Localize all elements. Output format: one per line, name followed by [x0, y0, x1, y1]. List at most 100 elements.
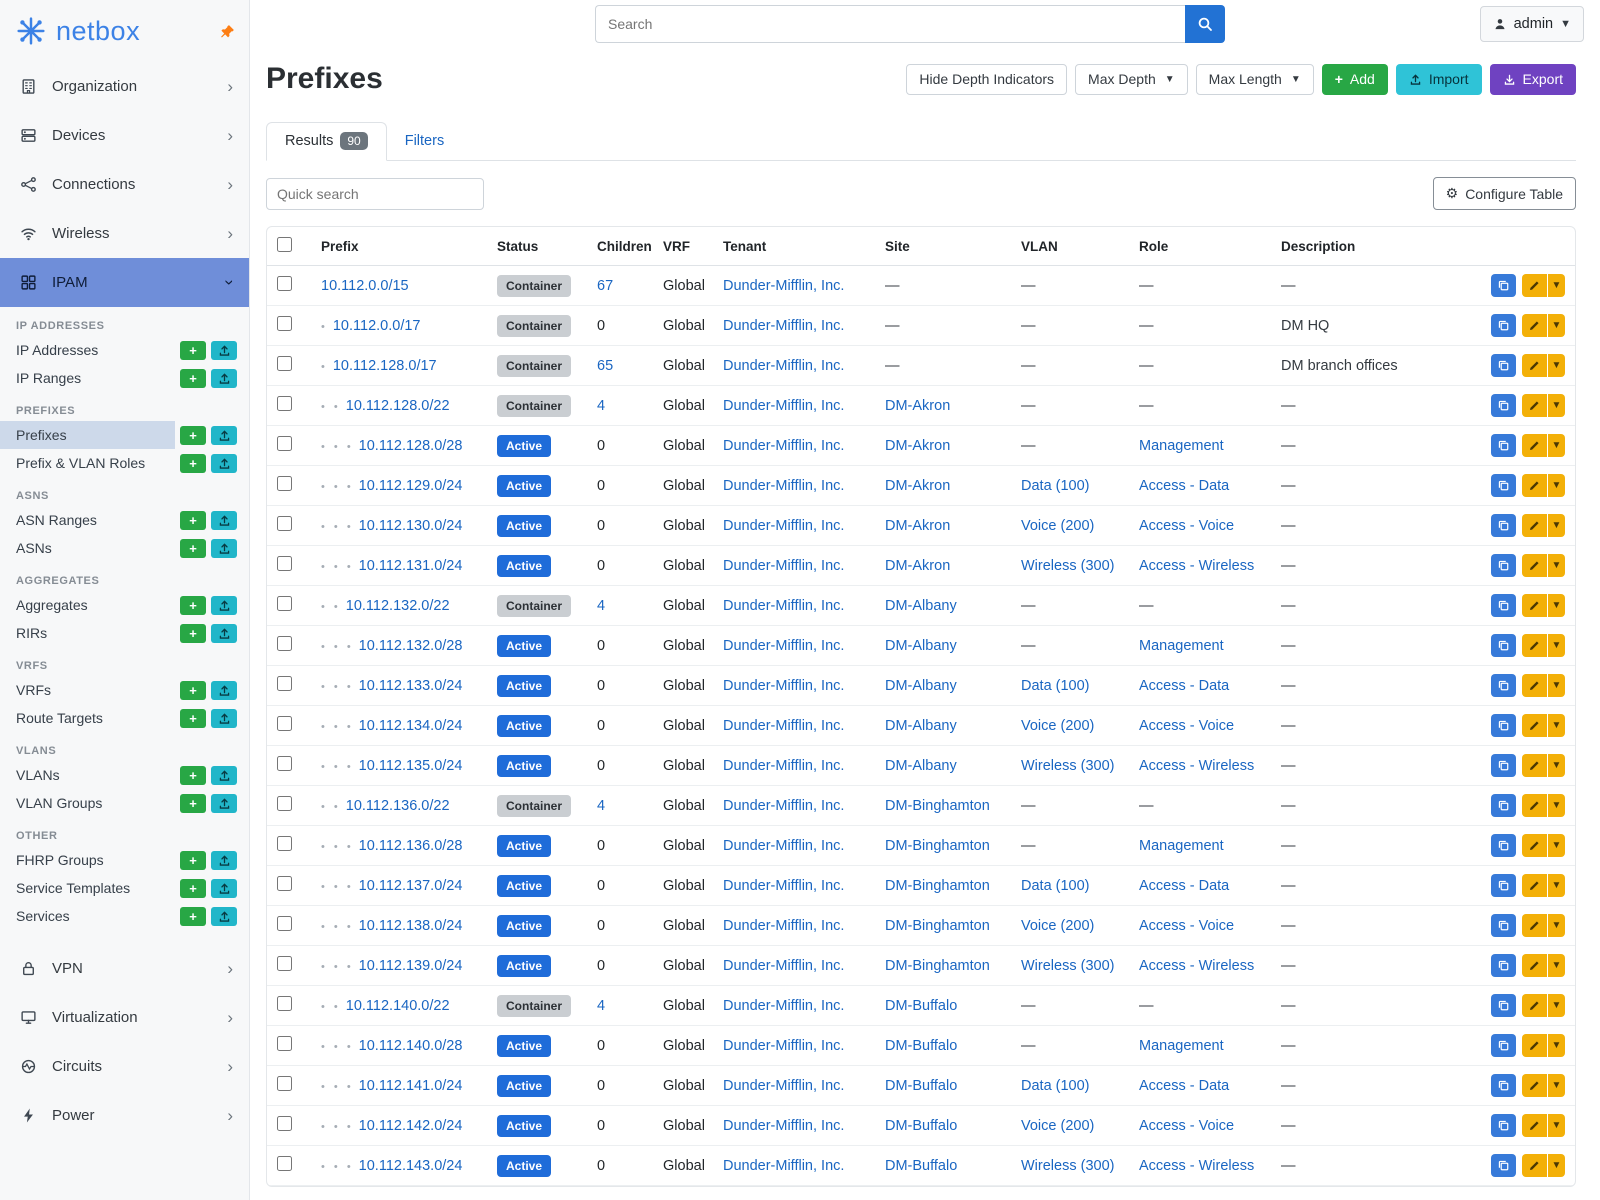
- tenant-link[interactable]: Dunder-Mifflin, Inc.: [723, 757, 845, 774]
- row-actions-dropdown-button[interactable]: ▼: [1548, 1154, 1565, 1177]
- clone-button[interactable]: [1491, 994, 1516, 1017]
- quick-add-button[interactable]: +: [180, 340, 206, 360]
- quick-import-button[interactable]: [211, 680, 237, 700]
- sidebar-subitem-link[interactable]: Prefixes: [0, 421, 175, 449]
- edit-button[interactable]: [1522, 1114, 1547, 1137]
- row-actions-dropdown-button[interactable]: ▼: [1548, 874, 1565, 897]
- tenant-link[interactable]: Dunder-Mifflin, Inc.: [723, 917, 845, 934]
- sidebar-subitem-link[interactable]: ASNs: [16, 540, 52, 556]
- vlan-link[interactable]: Data (100): [1021, 1077, 1090, 1094]
- row-actions-dropdown-button[interactable]: ▼: [1548, 434, 1565, 457]
- children-link[interactable]: 65: [597, 357, 614, 374]
- quick-import-button[interactable]: [211, 850, 237, 870]
- tenant-link[interactable]: Dunder-Mifflin, Inc.: [723, 1117, 845, 1134]
- edit-button[interactable]: [1522, 514, 1547, 537]
- site-link[interactable]: DM-Akron: [885, 397, 951, 414]
- site-link[interactable]: DM-Akron: [885, 557, 951, 574]
- edit-button[interactable]: [1522, 434, 1547, 457]
- row-select-checkbox[interactable]: [277, 556, 292, 571]
- tenant-link[interactable]: Dunder-Mifflin, Inc.: [723, 317, 845, 334]
- prefix-link[interactable]: 10.112.128.0/22: [345, 397, 450, 414]
- row-actions-dropdown-button[interactable]: ▼: [1548, 1074, 1565, 1097]
- site-link[interactable]: DM-Albany: [885, 637, 957, 654]
- role-link[interactable]: Access - Voice: [1139, 917, 1235, 934]
- quick-import-button[interactable]: [211, 793, 237, 813]
- row-select-checkbox[interactable]: [277, 1156, 292, 1171]
- site-link[interactable]: DM-Binghamton: [885, 837, 990, 854]
- row-select-checkbox[interactable]: [277, 1036, 292, 1051]
- brand[interactable]: netbox: [0, 0, 249, 62]
- quick-add-button[interactable]: +: [180, 595, 206, 615]
- sidebar-item-connections[interactable]: Connections ›: [0, 160, 249, 209]
- prefix-link[interactable]: 10.112.143.0/24: [358, 1157, 463, 1174]
- children-link[interactable]: 4: [597, 797, 606, 814]
- tenant-link[interactable]: Dunder-Mifflin, Inc.: [723, 517, 845, 534]
- role-link[interactable]: Access - Data: [1139, 477, 1230, 494]
- clone-button[interactable]: [1491, 594, 1516, 617]
- prefix-link[interactable]: 10.112.128.0/17: [332, 357, 437, 374]
- row-select-checkbox[interactable]: [277, 756, 292, 771]
- sidebar-subitem-link[interactable]: FHRP Groups: [16, 852, 104, 868]
- role-link[interactable]: Access - Wireless: [1139, 957, 1255, 974]
- prefix-link[interactable]: 10.112.142.0/24: [358, 1117, 463, 1134]
- row-select-checkbox[interactable]: [277, 956, 292, 971]
- prefix-link[interactable]: 10.112.131.0/24: [358, 557, 463, 574]
- row-actions-dropdown-button[interactable]: ▼: [1548, 1034, 1565, 1057]
- quick-import-button[interactable]: [211, 623, 237, 643]
- role-link[interactable]: Access - Voice: [1139, 517, 1235, 534]
- sidebar-item-wireless[interactable]: Wireless ›: [0, 209, 249, 258]
- tenant-link[interactable]: Dunder-Mifflin, Inc.: [723, 797, 845, 814]
- site-link[interactable]: DM-Akron: [885, 477, 951, 494]
- edit-button[interactable]: [1522, 1074, 1547, 1097]
- clone-button[interactable]: [1491, 474, 1516, 497]
- quick-add-button[interactable]: +: [180, 538, 206, 558]
- edit-button[interactable]: [1522, 474, 1547, 497]
- clone-button[interactable]: [1491, 354, 1516, 377]
- row-actions-dropdown-button[interactable]: ▼: [1548, 994, 1565, 1017]
- tenant-link[interactable]: Dunder-Mifflin, Inc.: [723, 557, 845, 574]
- quick-import-button[interactable]: [211, 510, 237, 530]
- role-link[interactable]: Access - Wireless: [1139, 1157, 1255, 1174]
- site-link[interactable]: DM-Buffalo: [885, 997, 958, 1014]
- row-select-checkbox[interactable]: [277, 276, 292, 291]
- row-actions-dropdown-button[interactable]: ▼: [1548, 794, 1565, 817]
- site-link[interactable]: DM-Buffalo: [885, 1077, 958, 1094]
- tenant-link[interactable]: Dunder-Mifflin, Inc.: [723, 357, 845, 374]
- vlan-link[interactable]: Voice (200): [1021, 917, 1095, 934]
- edit-button[interactable]: [1522, 394, 1547, 417]
- vlan-link[interactable]: Data (100): [1021, 477, 1090, 494]
- quick-add-button[interactable]: +: [180, 878, 206, 898]
- row-actions-dropdown-button[interactable]: ▼: [1548, 554, 1565, 577]
- clone-button[interactable]: [1491, 634, 1516, 657]
- sidebar-subitem-link[interactable]: RIRs: [16, 625, 48, 641]
- sidebar-subitem-link[interactable]: Service Templates: [16, 880, 131, 896]
- quick-add-button[interactable]: +: [180, 368, 206, 388]
- quick-import-button[interactable]: [211, 453, 237, 473]
- sidebar-subitem-link[interactable]: VLAN Groups: [16, 795, 103, 811]
- row-select-checkbox[interactable]: [277, 436, 292, 451]
- prefix-link[interactable]: 10.112.132.0/22: [345, 597, 450, 614]
- row-select-checkbox[interactable]: [277, 996, 292, 1011]
- quick-add-button[interactable]: +: [180, 906, 206, 926]
- row-select-checkbox[interactable]: [277, 396, 292, 411]
- role-link[interactable]: Access - Voice: [1139, 1117, 1235, 1134]
- sidebar-subitem-link[interactable]: VRFs: [16, 682, 51, 698]
- vlan-link[interactable]: Wireless (300): [1021, 957, 1115, 974]
- row-actions-dropdown-button[interactable]: ▼: [1548, 754, 1565, 777]
- row-select-checkbox[interactable]: [277, 1076, 292, 1091]
- quick-add-button[interactable]: +: [180, 623, 206, 643]
- clone-button[interactable]: [1491, 274, 1516, 297]
- site-link[interactable]: DM-Buffalo: [885, 1157, 958, 1174]
- children-link[interactable]: 4: [597, 597, 606, 614]
- user-menu-button[interactable]: admin ▼: [1479, 6, 1584, 42]
- site-link[interactable]: DM-Albany: [885, 597, 957, 614]
- sidebar-item-vpn[interactable]: VPN ›: [0, 944, 249, 993]
- role-link[interactable]: Management: [1139, 837, 1224, 854]
- quick-add-button[interactable]: +: [180, 850, 206, 870]
- vlan-link[interactable]: Voice (200): [1021, 1117, 1095, 1134]
- quick-add-button[interactable]: +: [180, 765, 206, 785]
- configure-table-button[interactable]: ⚙ Configure Table: [1432, 177, 1576, 210]
- quick-import-button[interactable]: [211, 878, 237, 898]
- edit-button[interactable]: [1522, 874, 1547, 897]
- row-select-checkbox[interactable]: [277, 596, 292, 611]
